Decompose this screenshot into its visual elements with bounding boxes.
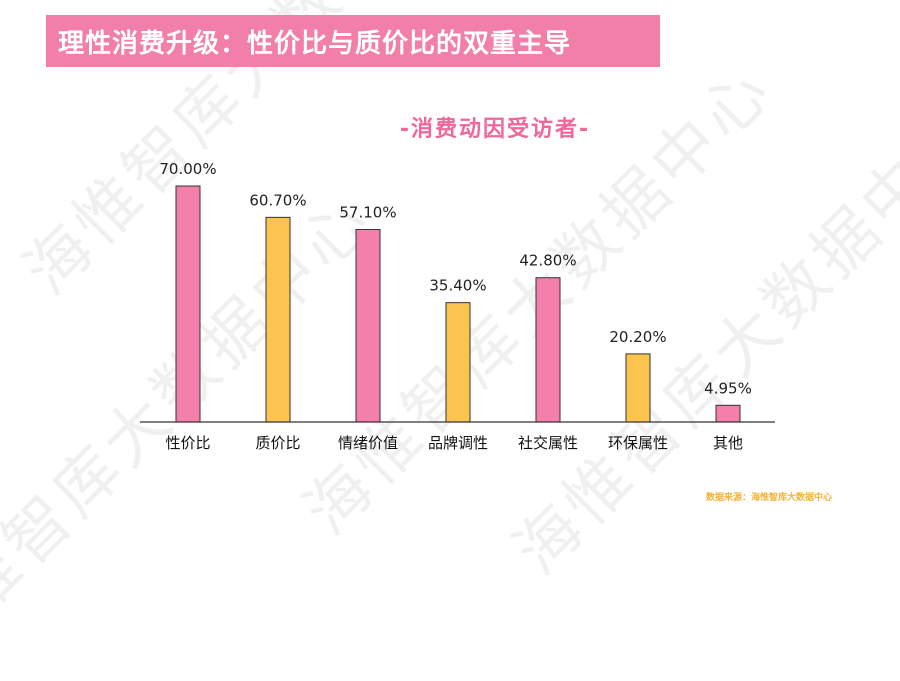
labels-group: 70.00% 性价比 60.70% 质价比 57.10% 情绪价值 35.40% 品牌调性 42… <box>159 160 751 452</box>
bar-2 <box>355 228 381 423</box>
bar-1 <box>265 216 291 423</box>
value-label-3: 35.40% <box>429 277 486 295</box>
bar-5 <box>625 353 651 423</box>
bars-group <box>175 185 741 423</box>
value-label-6: 4.95% <box>704 379 752 397</box>
category-label-2: 情绪价值 <box>338 434 398 452</box>
title-banner: 理性消费升级：性价比与质价比的双重主导 <box>46 15 660 67</box>
category-label-1: 质价比 <box>255 434 300 452</box>
value-label-5: 20.20% <box>609 328 666 346</box>
value-label-4: 42.80% <box>519 252 576 270</box>
bar-3 <box>445 302 471 423</box>
category-label-6: 其他 <box>713 434 743 452</box>
page-title: 理性消费升级：性价比与质价比的双重主导 <box>58 28 572 59</box>
category-label-0: 性价比 <box>165 434 210 452</box>
bar-0 <box>175 185 201 423</box>
value-label-0: 70.00% <box>159 160 216 178</box>
source-note: 数据来源：海惟智库大数据中心 <box>706 493 833 503</box>
bar-chart: 70.00% 性价比 60.70% 质价比 57.10% 情绪价值 35.40% 品牌调性 42… <box>140 160 775 452</box>
bar-4 <box>535 277 561 423</box>
value-label-2: 57.10% <box>339 203 396 221</box>
category-label-5: 环保属性 <box>608 434 668 452</box>
bar-6 <box>715 404 741 423</box>
category-label-3: 品牌调性 <box>428 434 488 452</box>
chart-title: -消费动因受访者- <box>399 117 591 142</box>
value-label-1: 60.70% <box>249 191 306 209</box>
category-label-4: 社交属性 <box>518 434 578 452</box>
